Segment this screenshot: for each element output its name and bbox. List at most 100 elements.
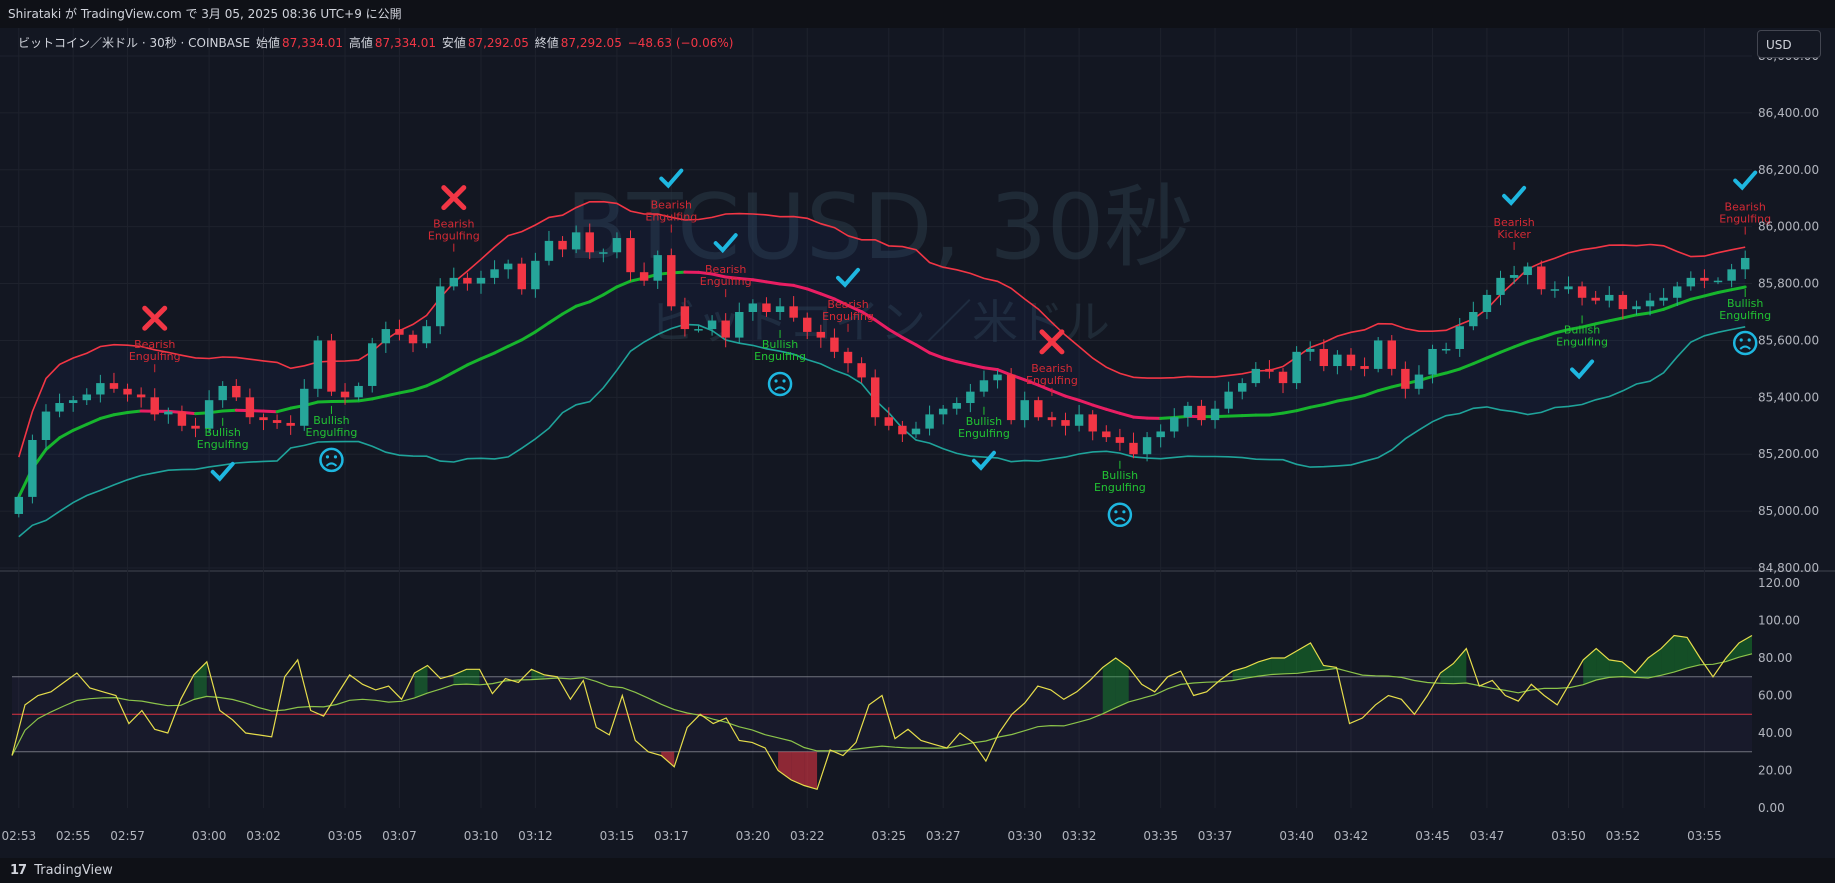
candle-body xyxy=(96,383,105,395)
rsi-overbought-fill xyxy=(1245,661,1259,679)
candle-body xyxy=(1006,374,1016,421)
candle-body xyxy=(177,411,187,426)
pattern-label-line2: Engulfing xyxy=(958,427,1010,440)
basis-line-segment xyxy=(1131,415,1149,420)
candle-body xyxy=(707,320,717,330)
candle-body xyxy=(1129,442,1138,455)
candle-body xyxy=(286,422,295,426)
basis-line-segment xyxy=(506,338,524,348)
candle-body xyxy=(775,306,785,312)
candle-body xyxy=(463,277,472,284)
candle-body xyxy=(109,383,119,389)
candle-body xyxy=(354,385,363,398)
pattern-label-line2: Engulfing xyxy=(822,310,874,323)
pattern-label-line2: Engulfing xyxy=(428,230,480,243)
sad-face-mouth xyxy=(1739,345,1751,350)
basis-line-segment xyxy=(126,409,143,415)
price-axis[interactable]: 86,600.0086,400.0086,200.0086,000.0085,8… xyxy=(1758,49,1819,815)
pattern-label-line2: Engulfing xyxy=(1556,335,1608,348)
candle-body xyxy=(1727,269,1736,281)
basis-line-segment xyxy=(928,351,945,360)
basis-line-segment xyxy=(778,282,796,287)
time-tick-label: 02:55 xyxy=(56,829,91,843)
legend-close-label: 終値 xyxy=(534,36,559,50)
footer: 17 TradingView xyxy=(0,858,1835,883)
basis-line-segment xyxy=(805,287,823,296)
candle-body xyxy=(1115,437,1125,443)
rsi-overbought-fill xyxy=(193,661,207,700)
rsi-overbought-fill xyxy=(1115,658,1129,708)
candlestick-series xyxy=(14,223,1750,518)
sad-face-mouth xyxy=(774,386,786,391)
sad-face-eye xyxy=(325,455,330,459)
candle-body xyxy=(979,380,989,392)
sad-face-icon xyxy=(319,447,344,473)
candle-body xyxy=(667,255,676,307)
candle-body xyxy=(136,394,146,398)
candle-body xyxy=(993,374,1002,381)
tradingview-logo-icon[interactable]: 17 xyxy=(10,863,27,878)
candle-body xyxy=(1088,414,1097,432)
basis-line-segment xyxy=(1050,389,1068,398)
candle-body xyxy=(1360,366,1369,369)
candle-body xyxy=(1047,417,1057,421)
basis-line-segment xyxy=(1444,367,1462,375)
candle-body xyxy=(653,255,662,281)
time-tick-label: 03:32 xyxy=(1062,829,1097,843)
candle-body xyxy=(571,232,581,250)
sad-face-icon xyxy=(1732,330,1758,356)
rsi-overbought-fill xyxy=(453,669,467,685)
rsi-overbought-fill xyxy=(1596,648,1610,680)
rsi-overbought-fill xyxy=(1271,658,1285,675)
pattern-label-line1: Bullish xyxy=(762,338,798,351)
pattern-label-line2: Engulfing xyxy=(645,211,697,224)
basis-line-segment xyxy=(452,363,469,374)
rsi-overbought-fill xyxy=(1674,635,1688,673)
candle-body xyxy=(435,286,445,327)
pattern-labels: BearishEngulfingBullishEngulfingBullishE… xyxy=(129,168,1771,528)
price-tick-label: 86,000.00 xyxy=(1758,220,1819,234)
sad-face-mouth xyxy=(1114,517,1126,522)
pattern-label-line2: Engulfing xyxy=(197,438,249,451)
time-axis[interactable]: 02:53 02:55 02:57 03:00 03:02 03:05 03:07 03:10… xyxy=(2,829,1722,843)
check-icon xyxy=(1733,170,1758,191)
candle-body xyxy=(816,331,826,338)
candle-body xyxy=(857,363,866,378)
candle-body xyxy=(1414,374,1424,389)
basis-line-segment xyxy=(479,351,497,361)
candle-body xyxy=(1020,400,1029,421)
grid-lines xyxy=(0,28,1835,858)
basis-line-segment xyxy=(1077,398,1095,407)
candle-body xyxy=(1740,257,1750,270)
sad-face-icon xyxy=(767,371,793,397)
footer-brand[interactable]: TradingView xyxy=(34,863,113,878)
rsi-oversold-fill xyxy=(791,751,805,786)
legend-symbol[interactable]: ビットコイン／米ドル · 30秒 · COINBASE xyxy=(18,36,251,50)
currency-button[interactable]: USD xyxy=(1757,30,1821,58)
candle-body xyxy=(1251,368,1261,384)
basis-line-segment xyxy=(370,394,388,401)
pattern-label-line2: Engulfing xyxy=(1719,213,1771,226)
basis-line-segment xyxy=(751,278,768,284)
basis-line-segment xyxy=(1621,313,1638,320)
lower-band-line xyxy=(18,323,1746,538)
rsi-tick-label: 80.00 xyxy=(1758,651,1792,665)
basis-line-segment xyxy=(275,406,293,414)
candle-body xyxy=(938,408,948,415)
basis-line-segment xyxy=(724,275,741,280)
rsi-overbought-fill xyxy=(466,669,480,685)
candle-body xyxy=(340,391,350,398)
chart-canvas[interactable]: BTCUSD, 30秒 ビットコイン／米ドル BearishEngulfingB… xyxy=(0,28,1835,858)
basis-line-segment xyxy=(1485,350,1503,360)
basis-line-segment xyxy=(44,436,62,451)
candle-body xyxy=(735,312,744,338)
check-icon xyxy=(1502,185,1527,206)
basis-line-segment xyxy=(1689,294,1706,301)
time-tick-label: 03:10 xyxy=(464,829,499,843)
candle-body xyxy=(925,414,934,429)
basis-line-segment xyxy=(1580,322,1598,329)
candle-body xyxy=(1401,368,1410,389)
cross-icon xyxy=(142,305,168,331)
rsi-overbought-fill xyxy=(1440,663,1454,684)
candle-body xyxy=(68,400,78,404)
